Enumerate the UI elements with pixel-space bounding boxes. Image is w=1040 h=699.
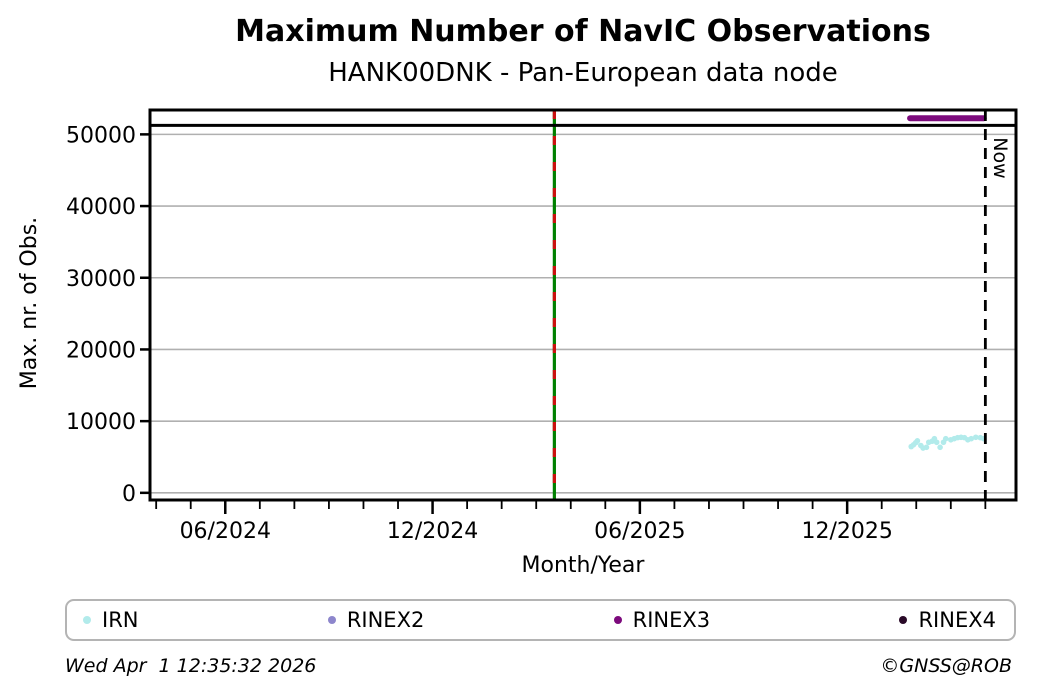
y-tick-label: 20000 [66, 338, 136, 363]
legend-item-rinex4: RINEX4 [899, 608, 996, 632]
legend-label-rinex4: RINEX4 [918, 608, 996, 632]
rinex4-marker-icon [899, 616, 908, 624]
series-point-irn [933, 439, 940, 446]
series-point-irn [972, 434, 979, 441]
legend-label-irn: IRN [102, 608, 139, 632]
series-point-irn [942, 435, 949, 442]
series-point-irn [937, 444, 943, 451]
y-tick-label: 0 [122, 482, 136, 507]
legend-label-rinex2: RINEX2 [346, 608, 425, 632]
plot-frame [148, 108, 1018, 502]
legend-item-irn: IRN [83, 608, 139, 632]
legend: IRN RINEX2 RINEX3 RINEX4 [65, 599, 1016, 641]
x-axis-label: Month/Year [521, 553, 645, 578]
y-tick-label: 50000 [66, 123, 136, 148]
y-tick-label: 10000 [66, 410, 136, 435]
chart-title: Maximum Number of NavIC Observations [235, 14, 931, 49]
x-tick-label: 12/2024 [387, 519, 478, 544]
y-tick-label: 40000 [66, 195, 136, 220]
x-tick-label: 12/2025 [801, 519, 892, 544]
series-point-irn [968, 435, 975, 442]
y-tick-label: 30000 [66, 267, 136, 292]
x-tick-label: 06/2024 [180, 519, 271, 544]
legend-item-rinex2: RINEX2 [327, 608, 425, 632]
x-tick-label: 06/2025 [594, 519, 685, 544]
now-annotation-label: Now [989, 137, 1012, 179]
chart-subtitle: HANK00DNK - Pan-European data node [328, 58, 838, 88]
legend-item-rinex3: RINEX3 [613, 608, 711, 632]
series-point-irn [914, 438, 921, 444]
rinex3-marker-icon [613, 616, 622, 624]
copyright-text: ©GNSS@ROB [880, 655, 1012, 677]
series-point-irn [923, 444, 930, 451]
irn-marker-icon [83, 616, 91, 624]
rinex2-marker-icon [327, 616, 336, 624]
plot-timestamp: Wed Apr 1 12:35:32 2026 [65, 655, 317, 677]
legend-label-rinex3: RINEX3 [632, 608, 711, 632]
